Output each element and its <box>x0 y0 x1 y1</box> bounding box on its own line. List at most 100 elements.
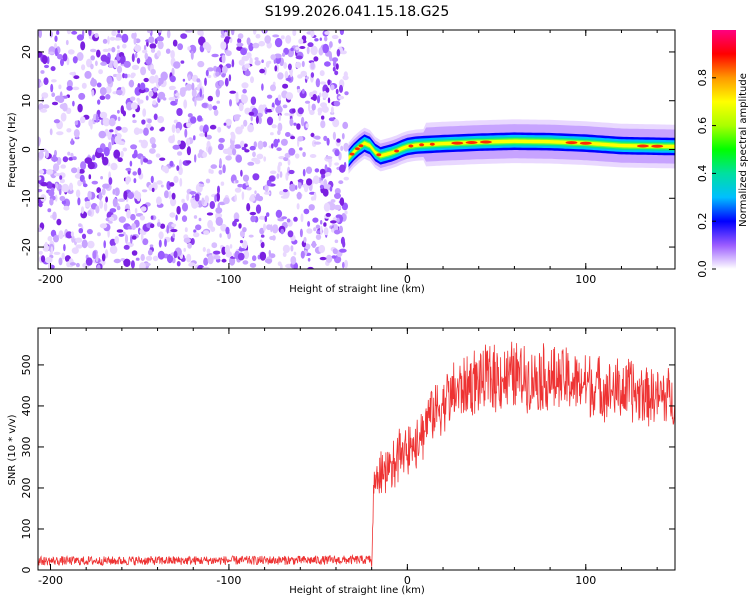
noise-blob <box>54 194 58 202</box>
noise-blob <box>334 229 341 235</box>
noise-blob <box>304 100 311 104</box>
noise-blob <box>157 30 163 33</box>
noise-blob <box>250 76 254 84</box>
noise-blob <box>206 212 214 216</box>
noise-blob <box>44 64 49 69</box>
noise-blob <box>259 239 263 243</box>
noise-blob <box>170 50 175 59</box>
noise-blob <box>69 72 75 76</box>
noise-blob <box>184 227 188 233</box>
noise-blob <box>102 38 108 44</box>
noise-blob <box>343 142 349 152</box>
noise-blob <box>130 102 138 110</box>
noise-blob <box>339 197 345 206</box>
noise-blob <box>77 167 80 175</box>
noise-blob <box>139 262 146 269</box>
noise-blob <box>41 96 44 103</box>
noise-blob <box>289 118 294 127</box>
noise-blob <box>136 97 140 102</box>
noise-blob <box>310 196 315 201</box>
noise-blob <box>81 233 87 239</box>
noise-blob <box>81 64 86 71</box>
noise-blob <box>38 250 43 255</box>
noise-blob <box>45 150 49 159</box>
noise-blob <box>331 34 339 40</box>
noise-blob <box>297 179 304 183</box>
snr-x-ticks: -200 -100 0 100 <box>38 328 658 587</box>
y-tick-label: 400 <box>20 395 33 416</box>
noise-blob <box>40 255 46 263</box>
noise-blob <box>259 68 265 74</box>
noise-blob <box>252 173 260 181</box>
noise-blob <box>280 138 288 146</box>
noise-blob <box>103 202 108 212</box>
noise-blob <box>129 160 133 167</box>
noise-blob <box>310 62 315 70</box>
noise-blob <box>201 102 208 108</box>
noise-blob <box>253 141 257 148</box>
noise-blob <box>288 147 296 156</box>
noise-blob <box>114 37 122 41</box>
noise-blob <box>54 47 58 57</box>
noise-blob <box>256 153 264 160</box>
noise-blob <box>77 179 82 187</box>
noise-blob <box>91 180 99 185</box>
noise-blob <box>187 74 191 82</box>
noise-blob <box>339 84 343 93</box>
noise-blob <box>335 88 339 95</box>
noise-blob <box>249 196 256 202</box>
noise-blob <box>183 99 188 109</box>
noise-blob <box>183 247 186 252</box>
noise-blob <box>216 100 220 104</box>
noise-blob <box>47 235 53 242</box>
noise-blob <box>342 121 349 129</box>
noise-blob <box>99 223 108 229</box>
noise-blob <box>116 65 123 74</box>
signal-peak <box>349 152 355 156</box>
noise-blob <box>199 125 204 132</box>
noise-blob <box>213 250 221 255</box>
noise-blob <box>179 88 186 97</box>
noise-blob <box>202 266 210 269</box>
noise-blob <box>234 218 240 223</box>
noise-blob <box>295 46 300 50</box>
noise-blob <box>60 164 66 169</box>
noise-blob <box>105 196 108 203</box>
noise-blob <box>303 184 309 193</box>
noise-blob <box>338 95 345 100</box>
noise-blob <box>80 41 86 51</box>
noise-blob <box>87 240 95 249</box>
noise-blob <box>275 209 283 218</box>
noise-blob <box>107 162 111 167</box>
noise-blob <box>50 229 57 237</box>
noise-blob <box>62 53 68 62</box>
noise-blob <box>258 40 266 47</box>
noise-blob <box>305 123 309 129</box>
noise-blob <box>134 192 138 196</box>
noise-blob <box>293 251 297 256</box>
noise-blob <box>222 148 230 154</box>
noise-blob <box>130 96 136 102</box>
noise-blob <box>259 251 267 261</box>
noise-blob <box>153 86 158 93</box>
noise-blob <box>255 193 261 201</box>
colorbar-tick-label: 0.2 <box>696 212 709 230</box>
noise-blob <box>58 257 63 266</box>
noise-blob <box>127 73 131 78</box>
noise-blob <box>90 122 93 130</box>
noise-blob <box>130 260 135 269</box>
noise-blob <box>131 64 140 70</box>
signal-peak <box>636 144 649 148</box>
noise-blob <box>125 176 132 183</box>
noise-blob <box>301 88 305 94</box>
noise-blob <box>207 254 214 265</box>
noise-blob <box>240 140 245 147</box>
noise-blob <box>109 36 116 41</box>
y-tick-label: 100 <box>20 518 33 539</box>
noise-blob <box>249 57 253 66</box>
noise-blob <box>332 66 336 72</box>
noise-blob <box>298 38 304 45</box>
noise-blob <box>139 82 146 91</box>
noise-blob <box>117 198 126 202</box>
